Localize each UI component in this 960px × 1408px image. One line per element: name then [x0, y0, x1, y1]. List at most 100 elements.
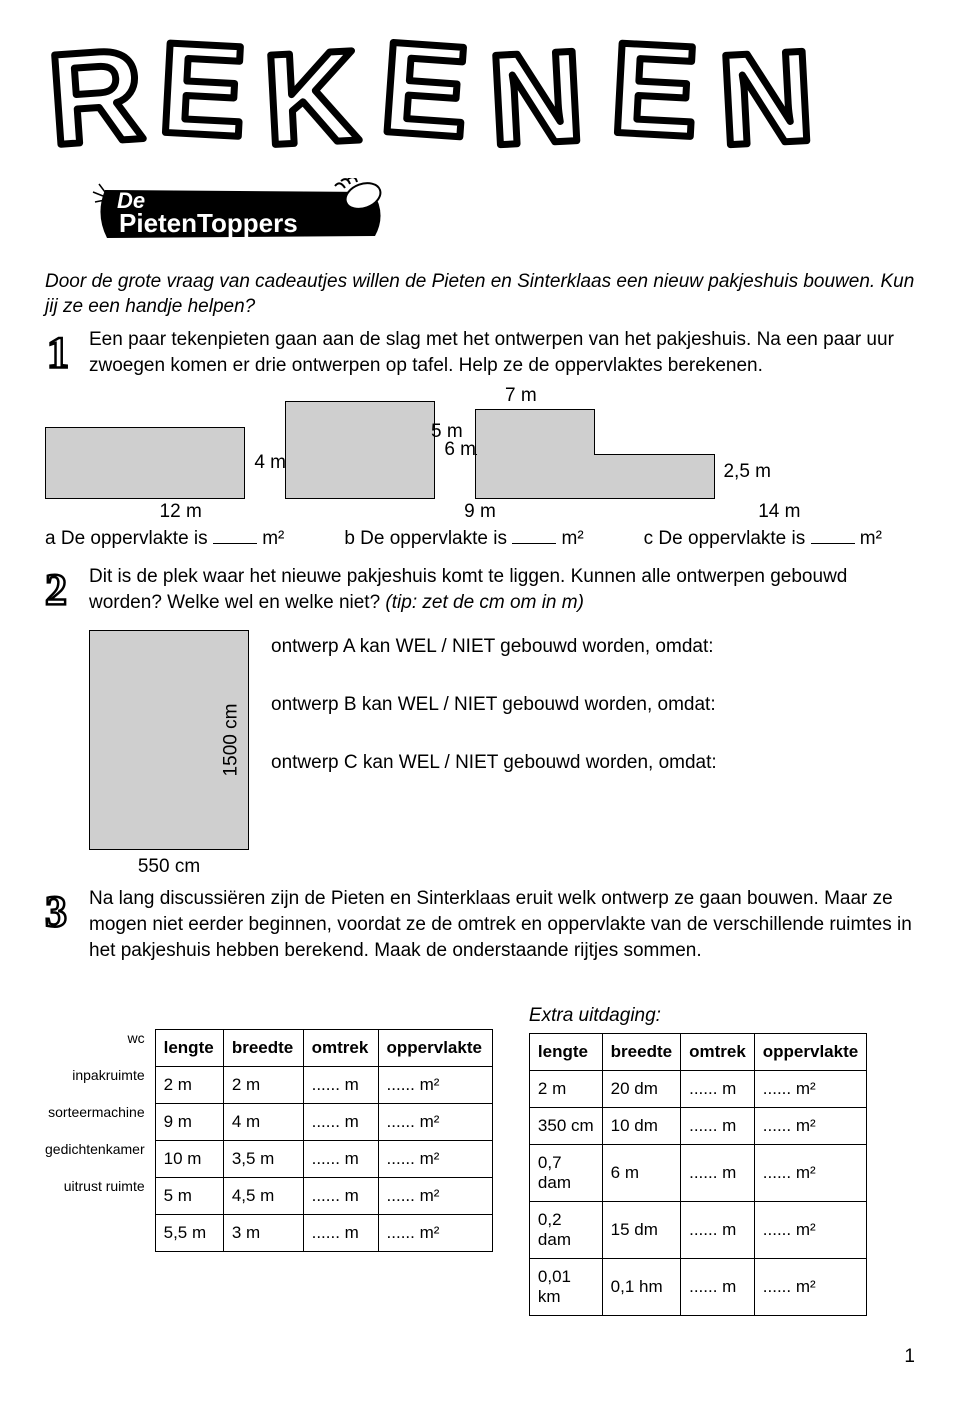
q3-number-icon: 3	[45, 886, 79, 942]
table-header: omtrek	[681, 1034, 755, 1071]
shape-b: 6 m	[285, 401, 435, 499]
q2-text: Dit is de plek waar het nieuwe pakjeshui…	[89, 564, 915, 615]
cell-lengte: 350 cm	[529, 1108, 602, 1145]
question-1: 1 Een paar tekenpieten gaan aan de slag …	[45, 327, 915, 383]
table-row: 350 cm10 dm...... m...... m²	[529, 1108, 866, 1145]
title-logo: R E K E N E N	[50, 20, 910, 190]
answer-c-unit: m²	[860, 528, 882, 549]
q2-number-icon: 2	[45, 564, 79, 620]
cell-omtrek-blank[interactable]: ...... m	[681, 1108, 755, 1145]
cell-omtrek-blank[interactable]: ...... m	[681, 1145, 755, 1202]
cell-breedte: 0,1 hm	[602, 1259, 680, 1316]
cell-lengte: 2 m	[529, 1071, 602, 1108]
cell-oppervlakte-blank[interactable]: ...... m²	[754, 1071, 866, 1108]
plot-rect: 1500 cm	[89, 630, 249, 850]
table-row: 5,5 m3 m...... m...... m²	[155, 1215, 492, 1252]
cell-oppervlakte-blank[interactable]: ...... m²	[378, 1215, 492, 1252]
q2-option-c: ontwerp C kan WEL / NIET gebouwd worden,…	[271, 752, 915, 774]
table-header: lengte	[155, 1030, 223, 1067]
table-header: lengte	[529, 1034, 602, 1071]
table-row: 5 m4,5 m...... m...... m²	[155, 1178, 492, 1215]
shape-a-width: 12 m	[45, 501, 316, 523]
table-row: 10 m3,5 m...... m...... m²	[155, 1141, 492, 1178]
question-3: 3 Na lang discussiëren zijn de Pieten en…	[45, 886, 915, 963]
row-labels: wcinpakruimtesorteermachinegedichtenkame…	[45, 981, 145, 1316]
cell-lengte: 5,5 m	[155, 1215, 223, 1252]
shape-c-left-height: 5 m	[431, 421, 463, 443]
cell-breedte: 15 dm	[602, 1202, 680, 1259]
cell-omtrek-blank[interactable]: ...... m	[681, 1202, 755, 1259]
shape-a: 4 m	[45, 427, 245, 499]
subtitle-pieten: PietenToppers	[119, 208, 298, 238]
cell-lengte: 0,7 dam	[529, 1145, 602, 1202]
table-header: breedte	[223, 1030, 303, 1067]
cell-oppervlakte-blank[interactable]: ...... m²	[754, 1108, 866, 1145]
cell-oppervlakte-blank[interactable]: ...... m²	[754, 1202, 866, 1259]
shape-c: 7 m 5 m 2,5 m	[475, 409, 715, 499]
row-label: gedichtenkamer	[45, 1130, 145, 1167]
cell-oppervlakte-blank[interactable]: ...... m²	[378, 1141, 492, 1178]
cell-oppervlakte-blank[interactable]: ...... m²	[754, 1259, 866, 1316]
cell-omtrek-blank[interactable]: ...... m	[681, 1071, 755, 1108]
table-row: 2 m2 m...... m...... m²	[155, 1067, 492, 1104]
question-2: 2 Dit is de plek waar het nieuwe pakjesh…	[45, 564, 915, 620]
svg-text:R: R	[50, 21, 148, 173]
row-label: wc	[45, 1019, 145, 1056]
cell-omtrek-blank[interactable]: ...... m	[681, 1259, 755, 1316]
table-row: 0,01 km0,1 hm...... m...... m²	[529, 1259, 866, 1316]
cell-breedte: 4 m	[223, 1104, 303, 1141]
cell-breedte: 4,5 m	[223, 1178, 303, 1215]
cell-omtrek-blank[interactable]: ...... m	[303, 1067, 378, 1104]
cell-lengte: 5 m	[155, 1178, 223, 1215]
table-2: lengtebreedteomtrekoppervlakte2 m20 dm..…	[529, 1033, 867, 1316]
q1-shapes: 4 m 6 m 7 m 5 m 2,5 m	[45, 401, 915, 499]
row-label: uitrust ruimte	[45, 1167, 145, 1204]
table-header: omtrek	[303, 1030, 378, 1067]
q2-content: 1500 cm ontwerp A kan WEL / NIET gebouwd…	[89, 630, 915, 850]
cell-breedte: 20 dm	[602, 1071, 680, 1108]
shape-c-right-height: 2,5 m	[723, 461, 771, 483]
q1-text: Een paar tekenpieten gaan aan de slag me…	[89, 327, 915, 378]
table-row: 9 m4 m...... m...... m²	[155, 1104, 492, 1141]
svg-text:3: 3	[45, 887, 67, 936]
cell-oppervlakte-blank[interactable]: ...... m²	[378, 1178, 492, 1215]
svg-text:E: E	[155, 20, 249, 164]
shape-c-width: 14 m	[644, 501, 915, 523]
q3-text: Na lang discussiëren zijn de Pieten en S…	[89, 886, 915, 963]
intro-text: Door de grote vraag van cadeautjes wille…	[45, 270, 915, 319]
cell-lengte: 10 m	[155, 1141, 223, 1178]
shape-a-height: 4 m	[254, 452, 286, 474]
svg-text:N: N	[716, 22, 817, 173]
shape-b-width: 9 m	[344, 501, 615, 523]
q2-option-a: ontwerp A kan WEL / NIET gebouwd worden,…	[271, 636, 915, 658]
answer-a-blank[interactable]	[213, 525, 257, 544]
cell-omtrek-blank[interactable]: ...... m	[303, 1141, 378, 1178]
table-row: 0,2 dam15 dm...... m...... m²	[529, 1202, 866, 1259]
shape-c-top-width: 7 m	[505, 385, 537, 407]
svg-text:2: 2	[45, 565, 67, 614]
cell-oppervlakte-blank[interactable]: ...... m²	[378, 1067, 492, 1104]
cell-lengte: 0,2 dam	[529, 1202, 602, 1259]
answer-a-unit: m²	[262, 528, 284, 549]
table-1: lengtebreedteomtrekoppervlakte2 m2 m....…	[155, 1029, 493, 1252]
answer-c-blank[interactable]	[811, 525, 855, 544]
answer-b-blank[interactable]	[512, 525, 556, 544]
svg-text:K: K	[261, 22, 362, 173]
svg-text:E: E	[607, 20, 701, 165]
page-number: 1	[45, 1346, 915, 1368]
cell-omtrek-blank[interactable]: ...... m	[303, 1178, 378, 1215]
q1-number-icon: 1	[45, 327, 79, 383]
svg-text:N: N	[486, 22, 587, 173]
q1-answers: 12 m a De oppervlakte is m² 9 m b De opp…	[45, 501, 915, 550]
extra-challenge-label: Extra uitdaging:	[529, 1005, 867, 1027]
answer-b-label: b De oppervlakte is	[344, 528, 507, 549]
cell-omtrek-blank[interactable]: ...... m	[303, 1215, 378, 1252]
cell-oppervlakte-blank[interactable]: ...... m²	[378, 1104, 492, 1141]
cell-oppervlakte-blank[interactable]: ...... m²	[754, 1145, 866, 1202]
svg-text:1: 1	[47, 328, 69, 377]
answer-c-label: c De oppervlakte is	[644, 528, 806, 549]
tables-section: wcinpakruimtesorteermachinegedichtenkame…	[45, 981, 915, 1316]
row-label: sorteermachine	[45, 1093, 145, 1130]
cell-omtrek-blank[interactable]: ...... m	[303, 1104, 378, 1141]
answer-a-label: a De oppervlakte is	[45, 528, 208, 549]
